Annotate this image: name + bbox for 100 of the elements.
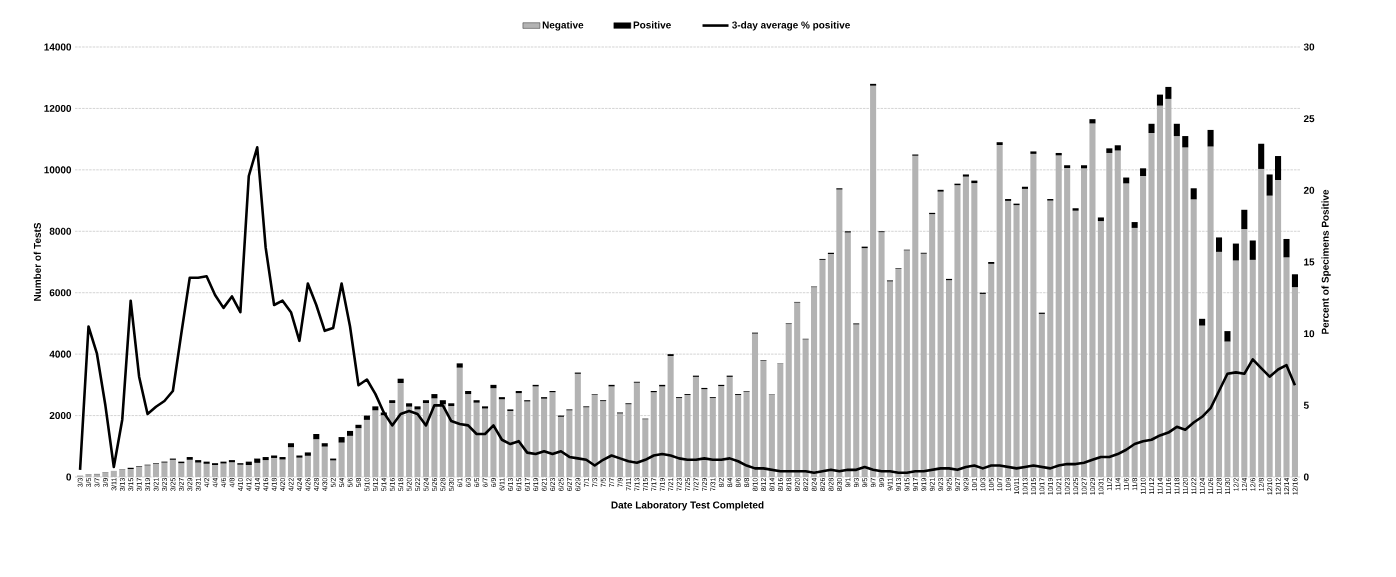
bar bbox=[751, 333, 759, 477]
bar bbox=[878, 232, 885, 477]
bar bbox=[1258, 168, 1265, 477]
bar bbox=[524, 401, 531, 477]
bar bbox=[1156, 94, 1163, 106]
bar bbox=[541, 398, 548, 477]
bar bbox=[1224, 341, 1231, 477]
bar bbox=[397, 383, 404, 477]
bar bbox=[380, 415, 387, 477]
bar bbox=[363, 419, 370, 477]
bar bbox=[304, 455, 311, 477]
bar bbox=[1156, 105, 1163, 477]
bar bbox=[785, 324, 792, 477]
bar bbox=[1072, 210, 1079, 477]
bar bbox=[811, 287, 818, 477]
bar bbox=[886, 281, 894, 477]
bar bbox=[591, 394, 598, 477]
bar bbox=[929, 214, 936, 477]
bar bbox=[979, 293, 986, 477]
bar bbox=[1266, 174, 1273, 196]
bar bbox=[1275, 156, 1282, 180]
bar bbox=[498, 399, 505, 477]
legend-label: 3-day average % positive bbox=[732, 21, 850, 31]
bar bbox=[861, 248, 868, 477]
y-tick-label: 4000 bbox=[49, 350, 72, 358]
bar bbox=[1123, 183, 1130, 477]
y2-tick-label: 25 bbox=[1303, 115, 1315, 123]
bar bbox=[777, 363, 784, 477]
bar bbox=[363, 415, 370, 420]
bar bbox=[1207, 146, 1214, 477]
bar bbox=[574, 373, 581, 477]
bar bbox=[1241, 229, 1248, 477]
y-tick-label: 14000 bbox=[44, 43, 72, 51]
bar bbox=[633, 382, 640, 477]
bar bbox=[1283, 257, 1290, 477]
bar bbox=[1114, 145, 1121, 151]
bar bbox=[1182, 147, 1189, 477]
bar bbox=[1013, 205, 1020, 477]
bar bbox=[481, 406, 489, 409]
bar bbox=[549, 392, 556, 477]
bar bbox=[962, 174, 969, 177]
bar bbox=[465, 391, 472, 395]
y2-tick-label: 20 bbox=[1303, 186, 1315, 194]
bar bbox=[1165, 86, 1172, 99]
bar bbox=[119, 469, 126, 477]
bar bbox=[296, 457, 303, 477]
bar bbox=[1215, 251, 1223, 477]
bar bbox=[566, 410, 573, 477]
bar bbox=[507, 410, 514, 477]
bar bbox=[203, 461, 210, 464]
bar bbox=[1064, 165, 1071, 169]
bar bbox=[279, 459, 286, 477]
bar bbox=[321, 446, 328, 477]
bar bbox=[1047, 200, 1054, 477]
bar bbox=[1064, 168, 1071, 477]
bar bbox=[532, 386, 539, 477]
bar bbox=[1131, 222, 1138, 228]
bar bbox=[515, 393, 522, 477]
bar bbox=[456, 363, 463, 368]
bar bbox=[152, 463, 160, 477]
bar bbox=[1207, 129, 1214, 147]
bar bbox=[1131, 227, 1138, 477]
bar bbox=[853, 324, 860, 477]
bar bbox=[203, 463, 210, 477]
y-tick-label: 8000 bbox=[49, 227, 72, 235]
bar bbox=[1215, 237, 1223, 252]
bar bbox=[600, 401, 607, 477]
bar bbox=[127, 469, 134, 477]
bar bbox=[456, 367, 463, 477]
bar bbox=[186, 459, 193, 477]
bar bbox=[870, 85, 877, 477]
bar bbox=[262, 457, 269, 461]
bar bbox=[1173, 123, 1180, 137]
bar bbox=[912, 155, 919, 477]
bar bbox=[1106, 152, 1113, 477]
bar bbox=[1258, 143, 1265, 169]
bar bbox=[212, 465, 219, 477]
y2-tick-label: 5 bbox=[1303, 401, 1309, 409]
bar bbox=[684, 394, 691, 477]
bar bbox=[920, 253, 927, 477]
bar bbox=[465, 394, 472, 477]
bar bbox=[557, 416, 564, 477]
bar bbox=[372, 410, 379, 477]
bar bbox=[431, 398, 438, 477]
bar bbox=[1182, 136, 1189, 148]
bar bbox=[389, 402, 396, 477]
bar bbox=[802, 339, 809, 477]
bar bbox=[313, 439, 320, 477]
bar bbox=[1232, 260, 1239, 477]
bar bbox=[676, 398, 683, 477]
bar bbox=[1005, 200, 1012, 477]
bar bbox=[186, 457, 193, 460]
bar bbox=[414, 406, 421, 410]
bar bbox=[1190, 199, 1197, 477]
bar bbox=[406, 403, 413, 407]
bar bbox=[836, 189, 843, 477]
bar bbox=[1283, 238, 1290, 258]
bar bbox=[271, 457, 278, 477]
bar bbox=[1165, 98, 1172, 477]
bar bbox=[988, 263, 995, 477]
